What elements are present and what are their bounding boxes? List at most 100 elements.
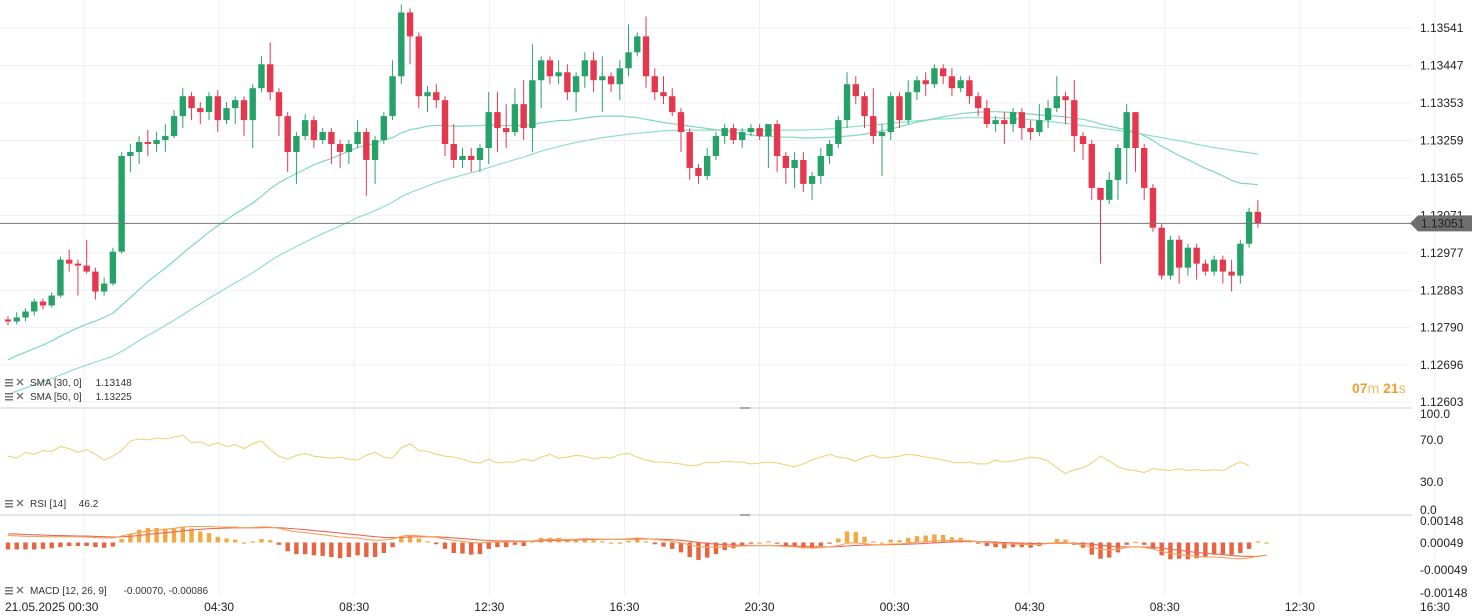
list-icon[interactable] [5, 500, 13, 508]
candle[interactable] [905, 80, 912, 125]
candle[interactable] [896, 92, 903, 129]
candle[interactable] [607, 72, 615, 93]
candle[interactable] [800, 152, 807, 192]
candle[interactable] [861, 92, 868, 129]
candle[interactable] [826, 140, 833, 164]
candle[interactable] [765, 124, 772, 168]
candle[interactable] [1123, 104, 1130, 184]
list-icon[interactable] [5, 587, 13, 595]
candle[interactable] [730, 124, 737, 145]
candle[interactable] [301, 114, 309, 141]
candle[interactable] [1193, 243, 1200, 280]
candle[interactable] [389, 60, 396, 121]
candle[interactable] [721, 124, 728, 145]
candle[interactable] [1202, 259, 1209, 276]
candle[interactable] [468, 148, 475, 172]
candle[interactable] [258, 56, 265, 93]
candle[interactable] [1097, 187, 1104, 264]
candle[interactable] [450, 124, 457, 168]
list-icon[interactable] [5, 393, 13, 401]
candle[interactable] [599, 56, 606, 113]
candle[interactable] [380, 112, 388, 145]
close-icon[interactable] [16, 392, 24, 400]
candle[interactable] [660, 76, 667, 105]
candle[interactable] [57, 256, 64, 298]
candle[interactable] [782, 152, 790, 184]
candle[interactable] [529, 44, 536, 153]
candle[interactable] [1237, 239, 1244, 284]
candle[interactable] [188, 92, 195, 121]
candle[interactable] [223, 102, 230, 125]
candle[interactable] [284, 112, 291, 172]
candle[interactable] [336, 140, 344, 168]
candle[interactable] [424, 86, 431, 113]
candle[interactable] [476, 144, 484, 172]
candle[interactable] [22, 308, 29, 322]
candle[interactable] [118, 152, 125, 254]
candle[interactable] [581, 52, 589, 89]
candle[interactable] [232, 96, 239, 125]
candle[interactable] [1088, 140, 1095, 200]
candle[interactable] [791, 152, 798, 188]
candle[interactable] [887, 92, 894, 141]
candle[interactable] [634, 32, 641, 57]
candle[interactable] [1158, 223, 1165, 280]
candle[interactable] [433, 84, 440, 109]
candle[interactable] [747, 124, 755, 137]
candle[interactable] [1141, 144, 1148, 200]
candle[interactable] [669, 88, 676, 117]
candle[interactable] [564, 64, 571, 101]
candle[interactable] [704, 148, 711, 180]
candle[interactable] [31, 298, 38, 316]
candle[interactable] [913, 76, 921, 101]
candle[interactable] [773, 120, 781, 172]
candle[interactable] [1175, 235, 1183, 284]
candle[interactable] [992, 116, 999, 133]
candle[interactable] [1184, 243, 1192, 276]
candle[interactable] [520, 80, 527, 141]
candle[interactable] [144, 130, 152, 156]
candle[interactable] [485, 92, 492, 164]
candle[interactable] [843, 72, 851, 129]
candle[interactable] [1114, 144, 1122, 200]
candle[interactable] [1053, 76, 1060, 113]
candle[interactable] [398, 4, 405, 85]
candle[interactable] [354, 120, 361, 149]
candle[interactable] [310, 116, 318, 149]
candle[interactable] [852, 76, 859, 105]
candle[interactable] [502, 104, 510, 149]
candle[interactable] [974, 92, 982, 117]
candle[interactable] [494, 92, 501, 153]
candle[interactable] [214, 90, 221, 133]
candle[interactable] [931, 64, 938, 89]
candle[interactable] [948, 68, 956, 97]
candle[interactable] [572, 72, 580, 113]
candle[interactable] [109, 247, 117, 286]
candle[interactable] [415, 32, 422, 109]
candle[interactable] [870, 88, 877, 145]
candle[interactable] [363, 128, 370, 196]
list-icon[interactable] [5, 379, 13, 387]
candle[interactable] [835, 116, 842, 149]
candle[interactable] [651, 68, 658, 101]
candle[interactable] [197, 102, 204, 125]
candle[interactable] [537, 56, 545, 109]
candle[interactable] [1210, 255, 1218, 276]
candle[interactable] [406, 8, 414, 65]
candle[interactable] [249, 84, 256, 149]
candle[interactable] [756, 124, 763, 141]
candle[interactable] [371, 136, 379, 184]
candle[interactable] [555, 60, 562, 85]
candle[interactable] [275, 88, 283, 137]
candle[interactable] [983, 100, 991, 129]
candle[interactable] [1071, 80, 1078, 153]
candle[interactable] [179, 88, 186, 129]
candle[interactable] [65, 249, 73, 272]
candle[interactable] [4, 316, 12, 326]
candle[interactable] [677, 108, 685, 153]
candle[interactable] [808, 171, 816, 200]
candle[interactable] [441, 96, 449, 156]
candle[interactable] [1106, 171, 1113, 204]
candle[interactable] [74, 259, 82, 296]
candle[interactable] [1219, 255, 1227, 284]
